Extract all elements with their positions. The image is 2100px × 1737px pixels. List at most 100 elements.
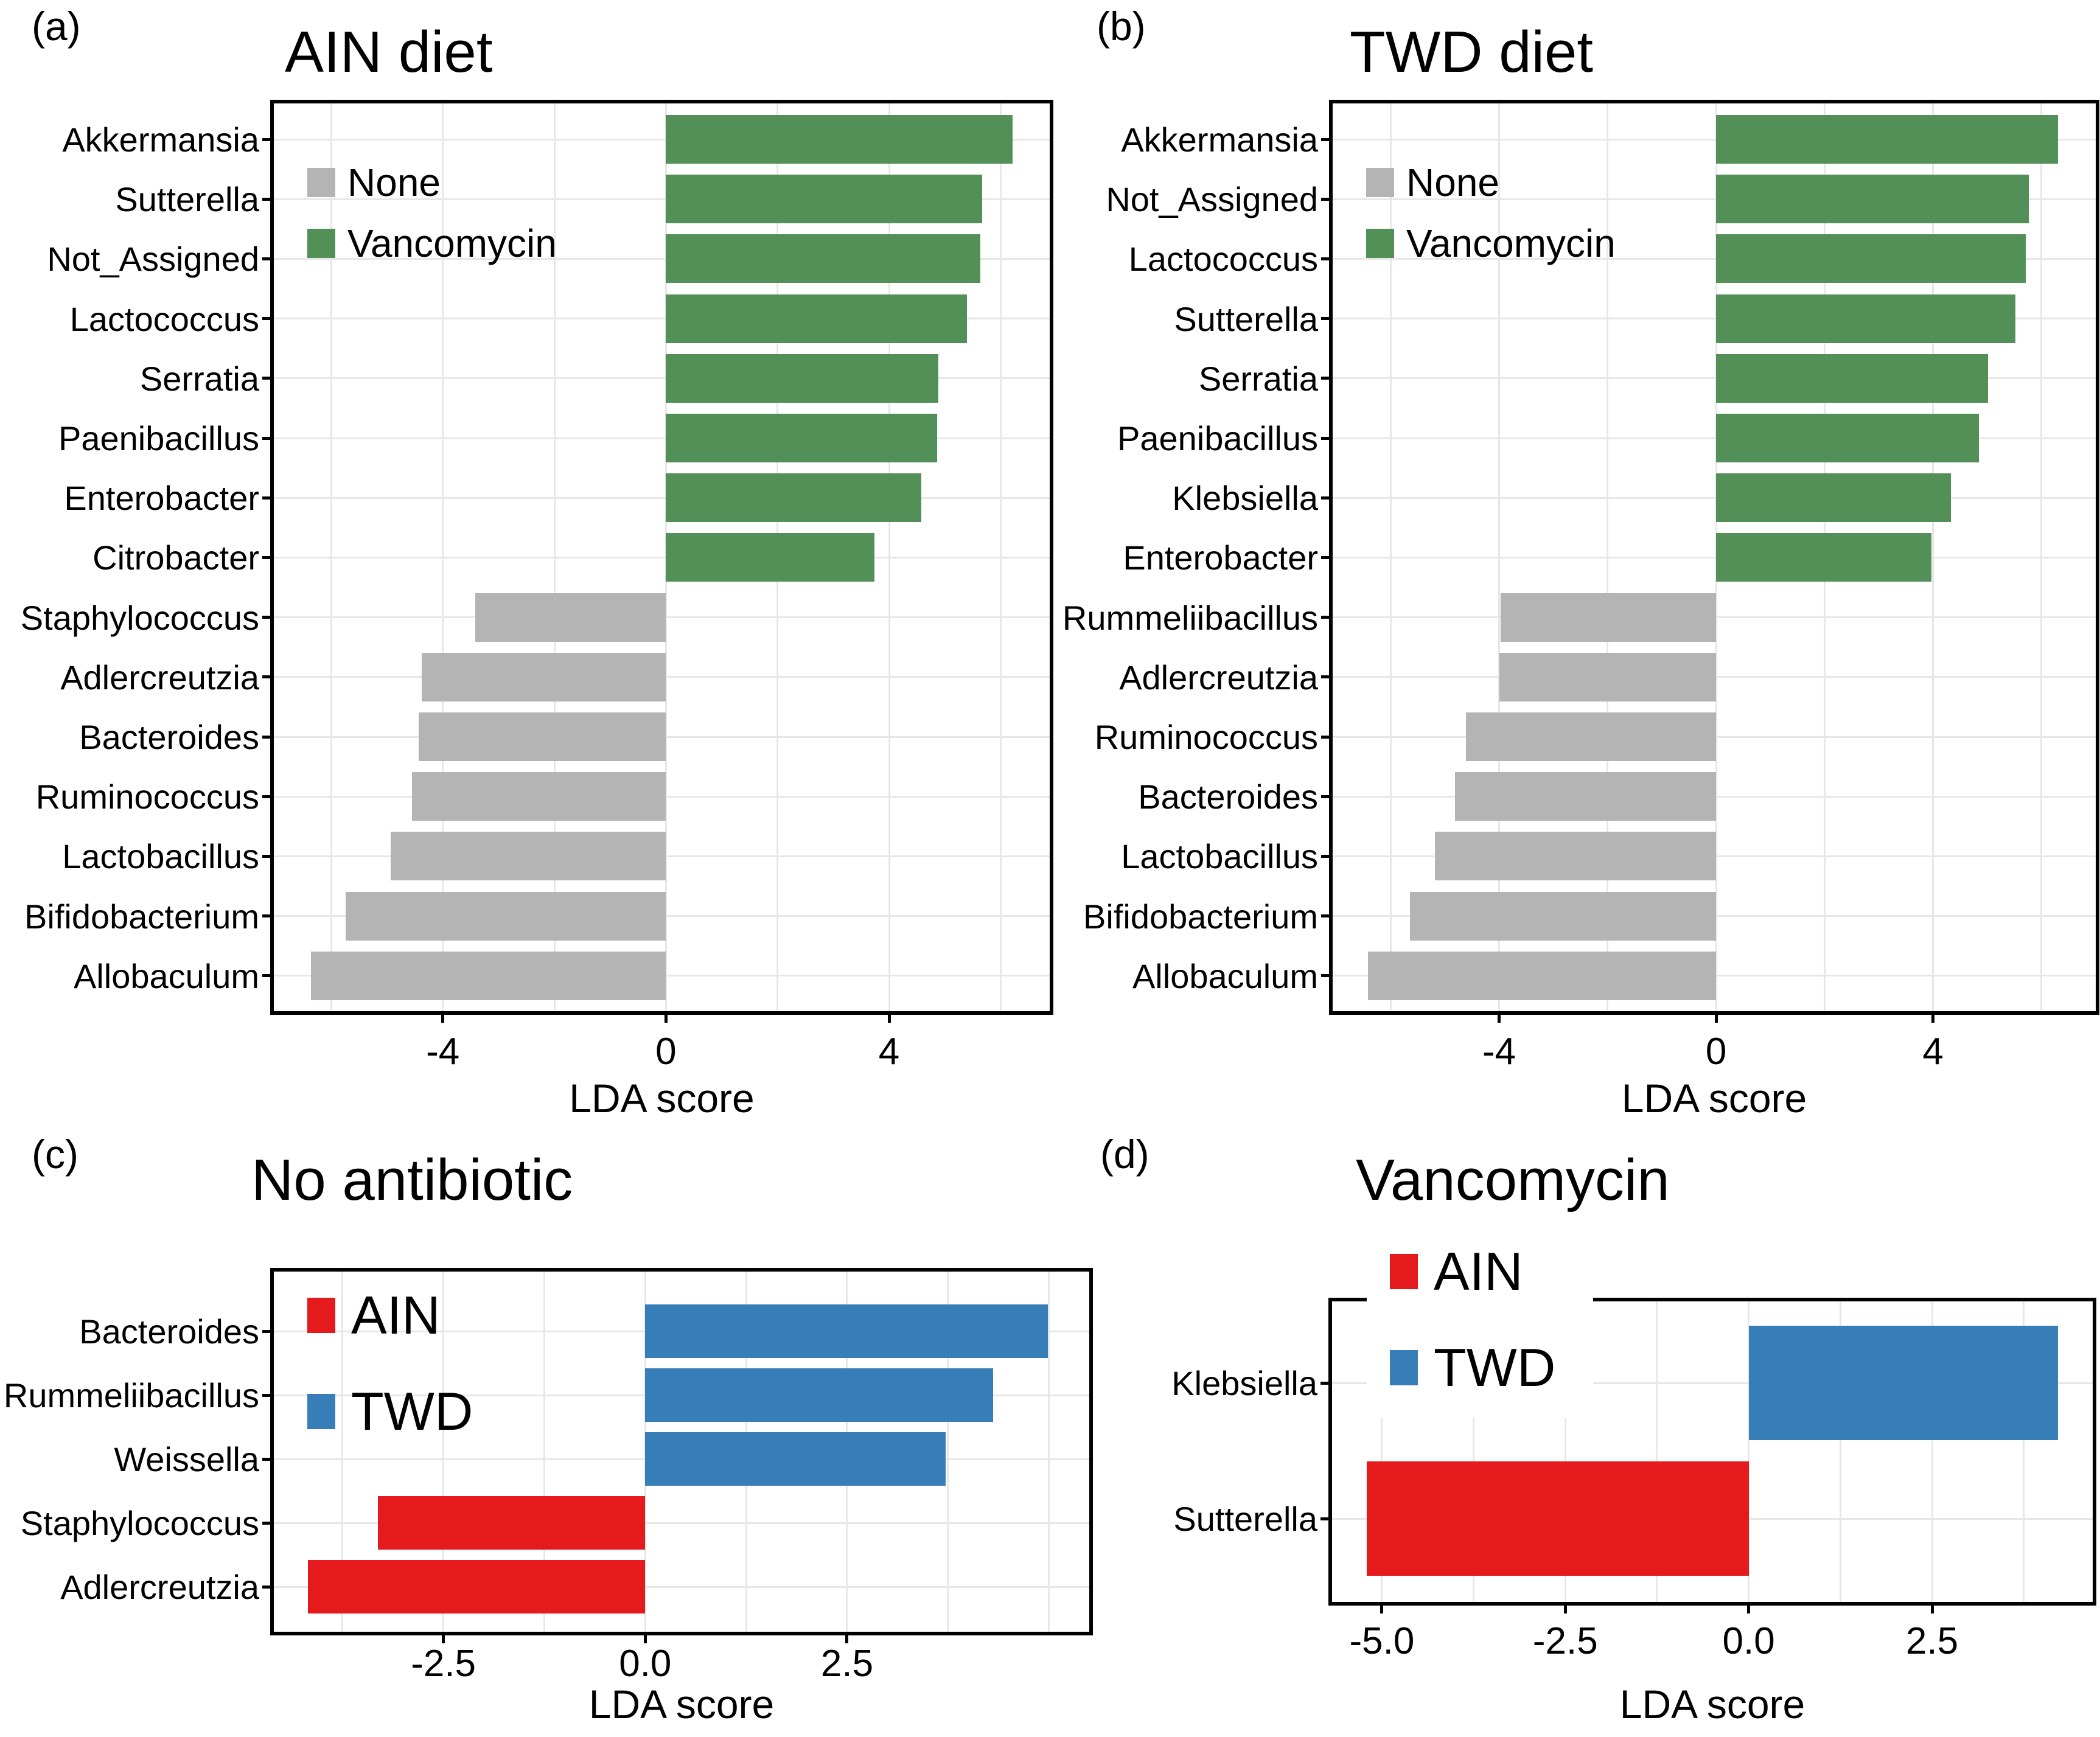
- bar-adlercreutzia: [421, 652, 666, 701]
- x-tick: [1747, 1606, 1751, 1613]
- y-tick: [262, 1393, 270, 1397]
- x-tick-label: 4: [878, 1031, 900, 1073]
- x-tick: [1563, 1606, 1567, 1613]
- gridline-horizontal: [274, 377, 1050, 380]
- x-tick: [845, 1635, 849, 1643]
- legend-item-ain: AIN: [307, 1289, 441, 1342]
- panel-title-4: Vancomycin: [1356, 1147, 1670, 1213]
- bar-ruminococcus: [412, 772, 666, 821]
- y-axis-label: Enterobacter: [1123, 538, 1318, 577]
- panel-letter-4: (d): [1100, 1132, 1149, 1177]
- y-axis-label: Adlercreutzia: [60, 658, 259, 697]
- gridline-horizontal: [1333, 377, 2096, 380]
- y-axis-label: Akkermansia: [62, 120, 259, 159]
- y-tick: [1321, 854, 1329, 858]
- bar-staphylococcus: [475, 593, 666, 642]
- bar-ruminococcus: [1466, 712, 1717, 761]
- gridline-horizontal: [274, 496, 1050, 499]
- x-tick-label: 2.5: [1905, 1620, 1959, 1662]
- panel-letter-2: (b): [1097, 4, 1146, 49]
- y-axis-label: Bacteroides: [1138, 778, 1318, 816]
- y-axis-label: Lactobacillus: [62, 837, 259, 876]
- legend-swatch-ain: [307, 1298, 335, 1333]
- bar-allobaculum: [311, 951, 666, 1000]
- legend-item-none: None: [307, 163, 441, 202]
- bar-klebsiella: [1716, 473, 1952, 523]
- y-axis-label: Not_Assigned: [47, 240, 259, 279]
- gridline-horizontal: [1333, 138, 2096, 141]
- gridline-horizontal: [274, 437, 1050, 439]
- y-tick: [262, 914, 270, 918]
- legend-item-twd: TWD: [1390, 1341, 1555, 1394]
- y-tick: [262, 377, 270, 380]
- y-axis-label: Bacteroides: [79, 718, 259, 756]
- y-axis-label: Ruminococcus: [35, 778, 259, 816]
- x-axis-title-3: LDA score: [588, 1682, 775, 1727]
- y-axis-label: Bifidobacterium: [1083, 897, 1318, 936]
- y-tick: [1321, 317, 1329, 321]
- legend-item-none: None: [1366, 163, 1499, 202]
- bar-adlercreutzia: [307, 1560, 646, 1613]
- y-axis-label: Klebsiella: [1172, 479, 1318, 518]
- bar-sutterella: [1366, 1461, 1749, 1576]
- x-tick: [1714, 1015, 1718, 1023]
- y-tick: [1321, 555, 1329, 559]
- y-tick: [1321, 197, 1329, 201]
- bar-bifidobacterium: [346, 891, 666, 941]
- gridline-horizontal: [1333, 198, 2096, 200]
- panel-title-2: TWD diet: [1350, 19, 1594, 85]
- legend-swatch-twd: [1390, 1350, 1418, 1385]
- panel-letter-1: (a): [32, 4, 81, 49]
- gridline-horizontal: [1333, 556, 2096, 559]
- y-tick: [262, 317, 270, 321]
- x-tick-label: 0.0: [1722, 1620, 1775, 1662]
- y-axis-label: Sutterella: [1174, 299, 1318, 338]
- y-tick: [1320, 1517, 1328, 1520]
- bar-serratia: [666, 353, 938, 403]
- bar-klebsiella: [1748, 1326, 2059, 1440]
- gridline-vertical: [1564, 1301, 1566, 1602]
- y-axis-label: Lactococcus: [69, 299, 259, 338]
- gridline-vertical: [1381, 1301, 1383, 1602]
- y-axis-label: Weissella: [114, 1440, 259, 1478]
- y-tick: [262, 854, 270, 858]
- legend-label: AIN: [1434, 1241, 1523, 1301]
- x-tick: [1931, 1015, 1935, 1023]
- y-axis-label: Akkermansia: [1121, 120, 1318, 159]
- bar-bacteroides: [645, 1304, 1048, 1358]
- bar-bacteroides: [419, 712, 666, 761]
- x-tick: [1930, 1606, 1934, 1613]
- y-axis-label: Allobaculum: [73, 956, 259, 995]
- legend-label: None: [347, 161, 441, 204]
- legend-label: TWD: [351, 1381, 473, 1441]
- legend-swatch-none: [307, 168, 335, 197]
- y-axis-label: Rummeliibacillus: [1062, 598, 1318, 637]
- bar-lactococcus: [666, 294, 968, 343]
- gridline-horizontal: [1333, 257, 2096, 260]
- x-tick-label: 2.5: [820, 1643, 874, 1685]
- legend-swatch-none: [1366, 168, 1394, 197]
- y-tick: [262, 795, 270, 798]
- gridline-horizontal: [1333, 318, 2096, 320]
- y-tick: [262, 1585, 270, 1589]
- y-axis-label: Sutterella: [1173, 1500, 1317, 1538]
- bar-allobaculum: [1367, 951, 1717, 1000]
- y-axis-label: Lactococcus: [1128, 240, 1318, 279]
- x-tick: [1380, 1606, 1384, 1613]
- gridline-vertical: [1748, 1301, 1750, 1602]
- gridline-vertical: [341, 1272, 344, 1632]
- y-tick: [1321, 436, 1329, 440]
- gridline-horizontal: [274, 257, 1050, 260]
- panel-title-1: AIN diet: [285, 19, 493, 85]
- x-tick: [442, 1635, 445, 1643]
- legend-swatch-vancomycin: [307, 229, 335, 258]
- x-tick: [643, 1635, 647, 1643]
- bar-weissella: [645, 1432, 946, 1486]
- panel-title-3: No antibiotic: [251, 1147, 573, 1213]
- y-axis-label: Allobaculum: [1132, 956, 1318, 995]
- y-tick: [262, 257, 270, 260]
- y-tick: [1321, 496, 1329, 500]
- x-tick-label: -4: [426, 1031, 460, 1073]
- gridline-vertical: [1839, 1301, 1841, 1602]
